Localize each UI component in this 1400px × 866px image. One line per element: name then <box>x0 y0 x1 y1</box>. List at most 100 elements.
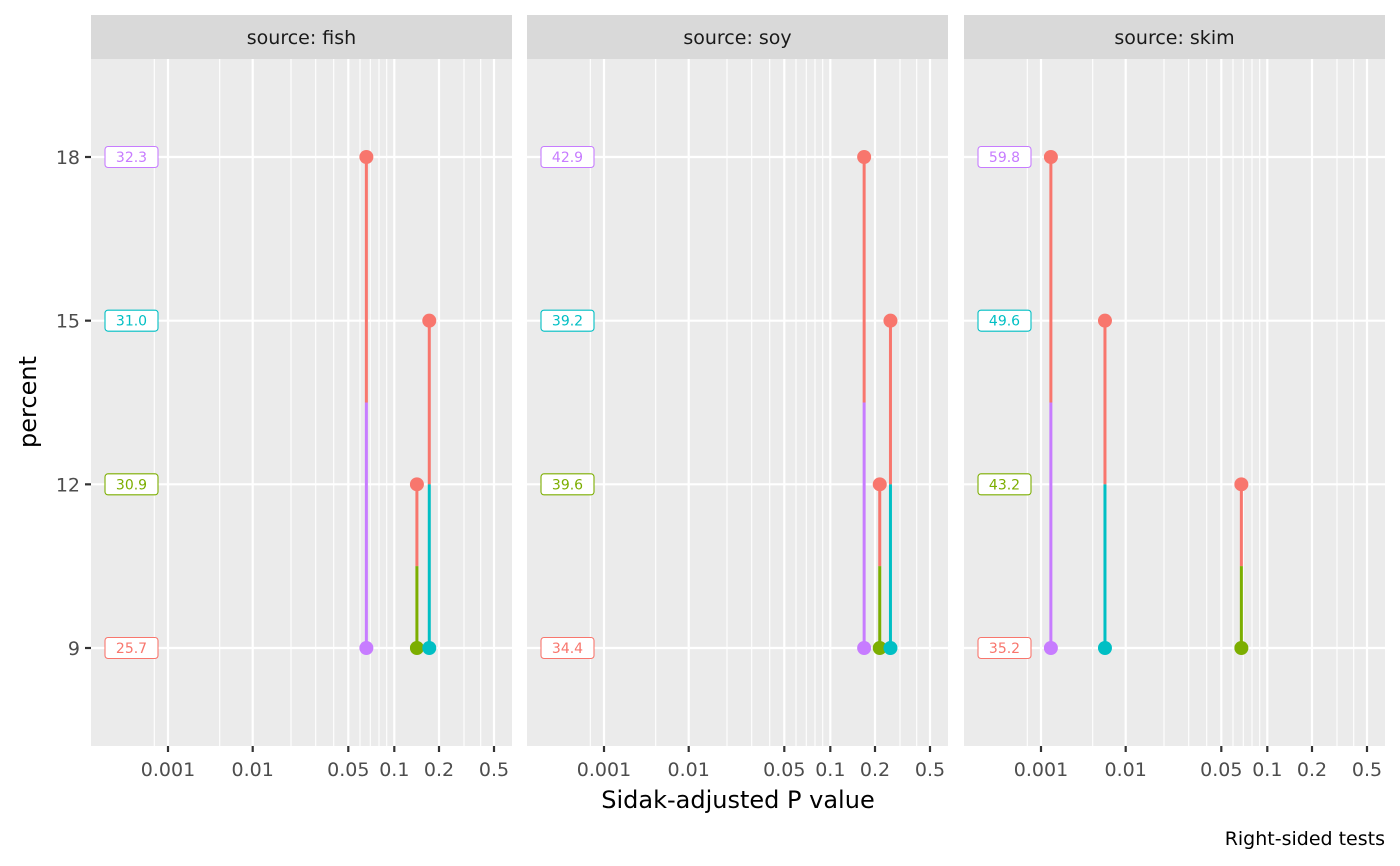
strip-background <box>527 15 948 59</box>
x-axis-title: Sidak-adjusted P value <box>601 786 874 814</box>
comparison-point-lower <box>422 641 437 655</box>
comparison-18-vs-9 <box>857 150 872 655</box>
comparison-point-lower <box>359 641 374 655</box>
comparison-point-upper <box>422 313 437 328</box>
estimate-label-text: 49.6 <box>989 314 1020 330</box>
x-tick-label: 0.001 <box>1014 759 1068 781</box>
estimate-label-text: 25.7 <box>116 641 147 657</box>
comparison-15-vs-9 <box>883 313 898 655</box>
y-tick-label: 18 <box>56 147 80 169</box>
estimate-label-box <box>540 636 595 660</box>
panel-background <box>527 59 948 746</box>
estimate-label-text: 31.0 <box>116 314 147 330</box>
x-tick-label: 0.01 <box>232 759 274 781</box>
estimate-label-text: 43.2 <box>989 477 1020 493</box>
comparison-point-upper <box>409 477 424 492</box>
panel-background <box>964 59 1385 746</box>
estimate-label-text: 34.4 <box>552 641 583 657</box>
estimate-label-15: 39.2 <box>540 309 595 332</box>
x-tick-label: 0.2 <box>1297 759 1327 781</box>
comparison-point-lower <box>1234 641 1249 655</box>
estimate-label-text: 30.9 <box>116 477 147 493</box>
estimate-label-12: 39.6 <box>540 473 595 496</box>
estimate-label-text: 35.2 <box>989 641 1020 657</box>
strip-label: source: skim <box>1114 27 1234 49</box>
estimate-label-text: 42.9 <box>552 150 583 166</box>
estimate-label-box <box>540 145 595 169</box>
y-axis-title: percent <box>14 356 42 448</box>
comparison-point-lower <box>1043 641 1058 655</box>
comparison-point-lower <box>409 641 424 655</box>
x-tick-label: 0.1 <box>815 759 845 781</box>
x-tick-label: 0.001 <box>141 759 195 781</box>
estimate-label-box <box>104 309 159 332</box>
y-tick-label: 9 <box>68 638 80 660</box>
estimate-label-text: 32.3 <box>116 150 147 166</box>
caption: Right-sided tests <box>1225 828 1385 850</box>
comparison-15-vs-9 <box>422 313 437 655</box>
estimate-label-text: 39.6 <box>552 477 583 493</box>
comparison-point-upper <box>872 477 887 492</box>
facet-panel-source-soy: source: soy 0.001 0.01 0.05 0.1 0.2 0.5 34.4 39.… <box>527 15 948 781</box>
x-tick-label: 0.5 <box>1352 759 1382 781</box>
comparison-12-vs-9 <box>1234 477 1249 655</box>
x-tick-label: 0.05 <box>1200 759 1242 781</box>
estimate-label-box <box>977 145 1032 169</box>
comparison-point-lower <box>883 641 898 655</box>
estimate-label-text: 59.8 <box>989 150 1020 166</box>
estimate-label-box <box>104 636 159 660</box>
comparison-12-vs-9 <box>409 477 424 655</box>
x-tick-label: 0.2 <box>860 759 890 781</box>
estimate-label-box <box>104 473 159 496</box>
facet-panel-source-fish: source: fish 0.001 0.01 0.05 0.1 0.2 0.5 25.7 30… <box>91 15 512 781</box>
strip-background <box>964 15 1385 59</box>
strip-background <box>91 15 512 59</box>
estimate-label-box <box>540 473 595 496</box>
x-tick-label: 0.2 <box>424 759 454 781</box>
x-tick-label: 0.05 <box>327 759 369 781</box>
estimate-label-15: 49.6 <box>977 309 1032 332</box>
x-tick-label: 0.01 <box>1105 759 1147 781</box>
comparison-point-upper <box>359 150 374 164</box>
x-tick-label: 0.01 <box>668 759 710 781</box>
strip-label: source: fish <box>247 27 356 49</box>
y-tick-label: 15 <box>56 311 80 333</box>
strip-label: source: soy <box>683 27 791 49</box>
panel-background <box>91 59 512 746</box>
x-tick-label: 0.05 <box>763 759 805 781</box>
comparison-18-vs-9 <box>1043 150 1058 655</box>
comparison-12-vs-9 <box>872 477 887 655</box>
estimate-label-18: 59.8 <box>977 145 1032 169</box>
comparison-15-vs-9 <box>1097 313 1112 655</box>
comparison-point-lower <box>857 641 872 655</box>
comparison-point-upper <box>857 150 872 164</box>
x-tick-label: 0.1 <box>1252 759 1282 781</box>
comparison-18-vs-9 <box>359 150 374 655</box>
y-tick-label: 12 <box>56 474 80 496</box>
estimate-label-15: 31.0 <box>104 309 159 332</box>
estimate-label-box <box>977 636 1032 660</box>
estimate-label-box <box>977 473 1032 496</box>
estimate-label-18: 32.3 <box>104 145 159 169</box>
comparison-point-lower <box>872 641 887 655</box>
estimate-label-18: 42.9 <box>540 145 595 169</box>
estimate-label-box <box>977 309 1032 332</box>
facet-panels: source: fish 0.001 0.01 0.05 0.1 0.2 0.5 25.7 30… <box>91 15 1385 781</box>
estimate-label-12: 43.2 <box>977 473 1032 496</box>
comparison-point-upper <box>1097 313 1112 328</box>
comparison-point-upper <box>1043 150 1058 164</box>
x-tick-label: 0.001 <box>577 759 631 781</box>
estimate-label-9: 34.4 <box>540 636 595 660</box>
estimate-label-9: 35.2 <box>977 636 1032 660</box>
estimate-label-box <box>540 309 595 332</box>
facet-panel-source-skim: source: skim 0.001 0.01 0.05 0.1 0.2 0.5 35.2 43… <box>964 15 1385 781</box>
x-tick-label: 0.1 <box>379 759 409 781</box>
estimate-label-box <box>104 145 159 169</box>
comparison-point-upper <box>883 313 898 328</box>
estimate-label-9: 25.7 <box>104 636 159 660</box>
x-tick-label: 0.5 <box>479 759 509 781</box>
estimate-label-text: 39.2 <box>552 314 583 330</box>
x-tick-label: 0.5 <box>915 759 945 781</box>
comparison-point-lower <box>1097 641 1112 655</box>
